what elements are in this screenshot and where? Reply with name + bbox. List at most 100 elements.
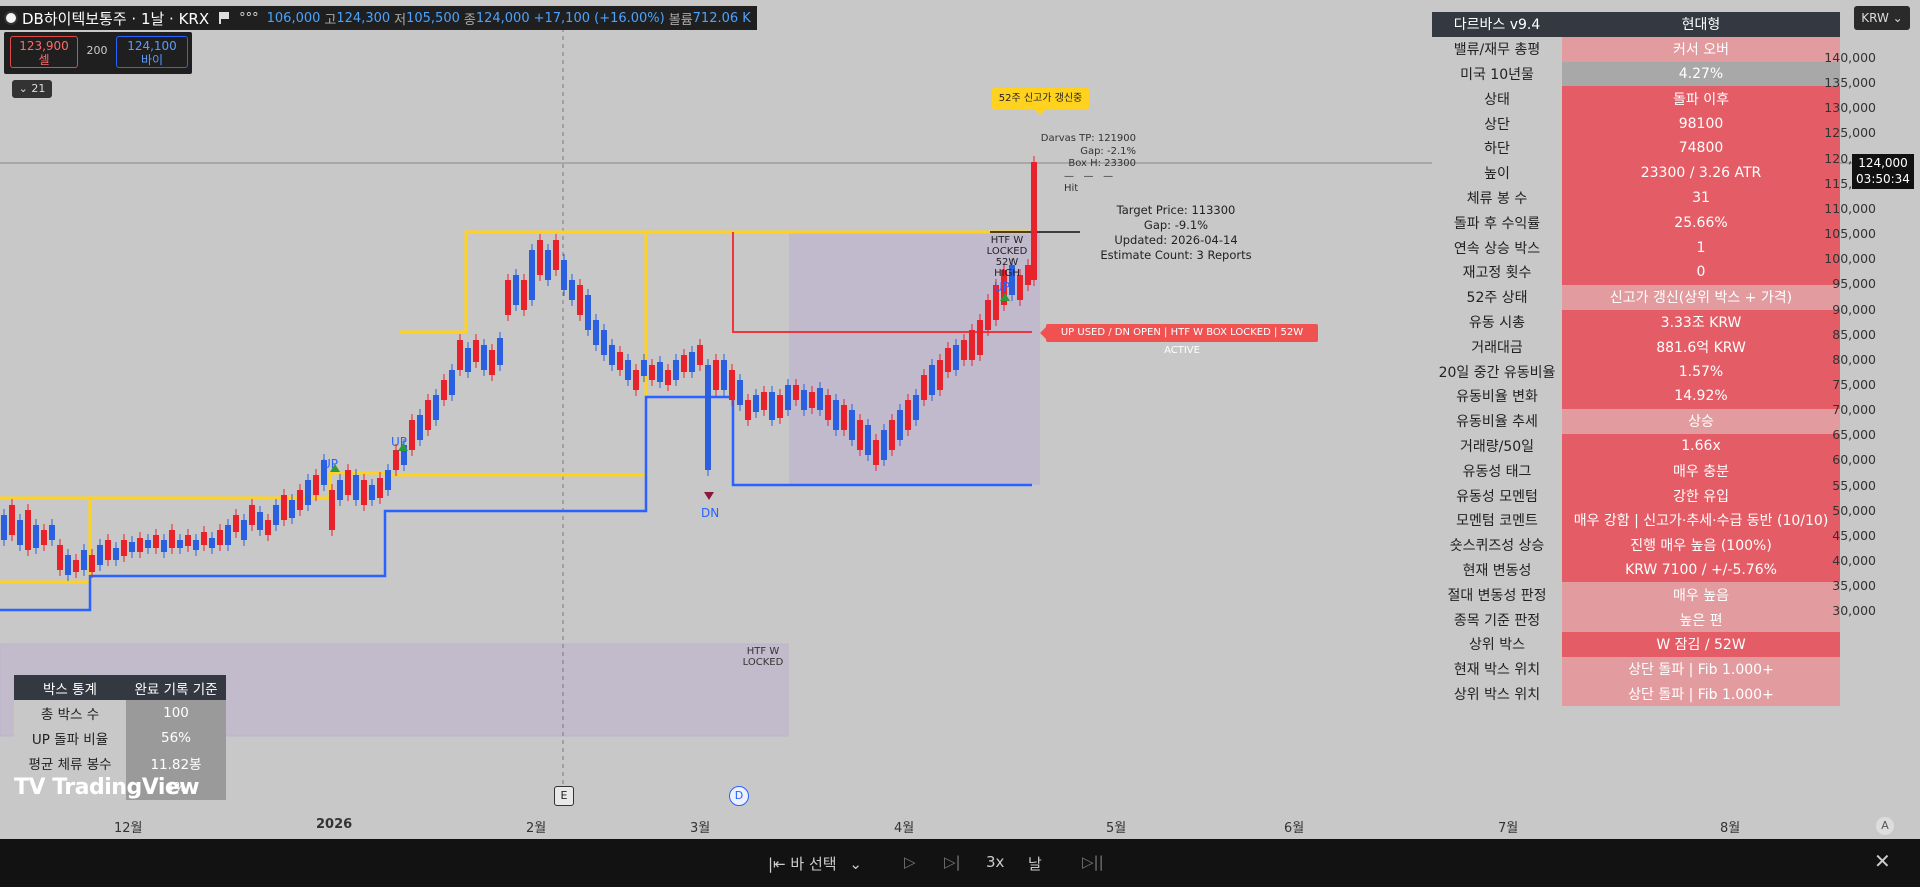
time-axis-tick: 8월: [1720, 821, 1741, 836]
box-top-line-lower: [0, 471, 645, 584]
box-stats-row: 총 박스 수 100: [14, 700, 226, 725]
candle-body: [129, 542, 135, 552]
candle-body: [305, 480, 311, 505]
panel-row-value: 상단 돌파 | Fib 1.000+: [1562, 681, 1840, 707]
price-axis-tick: 85,000: [1832, 326, 1876, 342]
panel-row: 유동비율 변화 14.92%: [1432, 383, 1840, 409]
candle-body: [409, 420, 415, 450]
candle-body: [169, 530, 175, 548]
symbol-title[interactable]: DB하이텍보통주 · 1날 · KRX: [22, 9, 210, 28]
tradingview-logo[interactable]: 𝗧𝗩 TradingView: [14, 775, 200, 800]
box-stats-row: 평균 체류 봉수 11.82봉: [14, 750, 226, 775]
panel-row-label: 유동성 태그: [1432, 458, 1562, 484]
close-icon[interactable]: ✕: [1874, 849, 1891, 873]
panel-row: 밸류/재무 총평 커서 오버: [1432, 36, 1840, 62]
panel-row: 미국 10년물 4.27%: [1432, 61, 1840, 87]
indicator-collapse-button[interactable]: ⌄ 21: [12, 80, 52, 98]
panel-row-label: 현재 박스 위치: [1432, 656, 1562, 682]
replay-toolbar: |⇤ 바 선택 ⌄ ▷ ▷| 3x 날 ▷|| ✕: [0, 839, 1920, 887]
candle-body: [1025, 265, 1031, 285]
candle-body: [497, 338, 503, 365]
bar-select-button[interactable]: |⇤ 바 선택 ⌄: [768, 853, 862, 874]
candle-body: [49, 525, 55, 540]
currency-selector[interactable]: KRW ⌄: [1854, 6, 1910, 30]
candle-body: [505, 280, 511, 315]
play-icon[interactable]: ▷: [904, 853, 916, 871]
candle-body: [745, 400, 751, 420]
panel-row-label: 숏스퀴즈성 상승: [1432, 532, 1562, 558]
dividend-event-icon[interactable]: D: [729, 786, 749, 806]
darvas-box-height: Box H: 23300: [1068, 158, 1136, 169]
low-value: 105,500: [406, 10, 460, 26]
candle-body: [289, 500, 295, 518]
panel-row: 거래대금 881.6억 KRW: [1432, 334, 1840, 360]
price-axis-tick: 140,000: [1824, 50, 1876, 65]
candle-body: [809, 392, 815, 408]
new-high-badge: 52주 신고가 갱신중: [992, 88, 1089, 115]
panel-row-label: 상태: [1432, 86, 1562, 112]
box-stats-value: 11.82봉: [126, 750, 226, 775]
interval-button[interactable]: 날: [1028, 855, 1042, 873]
buy-price: 124,100: [127, 39, 177, 53]
candle-body: [561, 260, 567, 290]
candle-body: [713, 360, 719, 390]
candle-body: [681, 355, 687, 372]
candle-body: [817, 388, 823, 410]
panel-row-value: 높은 편: [1562, 607, 1840, 632]
auto-scale-button[interactable]: A: [1876, 817, 1894, 835]
candle-body: [241, 520, 247, 540]
symbol-header[interactable]: DB하이텍보통주 · 1날 · KRX °°° 시 106,000 고 124,…: [0, 6, 757, 30]
candle-body: [761, 392, 767, 410]
panel-row-value: 1.66x: [1562, 433, 1840, 459]
candle-body: [633, 370, 639, 390]
candle-body: [585, 295, 591, 330]
candle-body: [849, 410, 855, 440]
buy-button[interactable]: 124,100 바이: [116, 36, 188, 68]
up-label-1: UP: [322, 457, 339, 471]
panel-row: 돌파 후 수익률 25.66%: [1432, 210, 1840, 236]
up-label-3: UP: [994, 280, 1011, 294]
candle-body: [929, 365, 935, 395]
htf-bottom-line-2: LOCKED: [742, 657, 784, 668]
panel-row: 절대 변동성 판정 매우 높음: [1432, 582, 1840, 608]
volume-value: 712.06 K: [692, 10, 751, 26]
price-chart[interactable]: [0, 0, 1920, 839]
candle-body: [857, 420, 863, 450]
time-axis-tick: 12월: [114, 821, 143, 836]
panel-row: 상위 박스 W 잠김 / 52W: [1432, 631, 1840, 657]
sell-button[interactable]: 123,900 셀: [10, 36, 78, 68]
panel-row-value: 매우 강함 | 신고가·추세·수급 동반 (10/10): [1562, 507, 1840, 533]
panel-row-label: 유동비율 변화: [1432, 383, 1562, 409]
candle-body: [737, 380, 743, 405]
panel-row-value: 4.27%: [1562, 61, 1840, 87]
candle-body: [137, 538, 143, 552]
candle-body: [73, 560, 79, 572]
box-stats-label: [14, 775, 126, 800]
step-forward-icon[interactable]: ▷|: [944, 853, 961, 871]
htf-locked-label-top: HTF W LOCKED 52W HIGH: [986, 235, 1028, 279]
darvas-label: Darvas TP: 121900 Gap: -2.1% Box H: 2330…: [1024, 133, 1136, 196]
candle-body: [1001, 270, 1007, 305]
panel-row-value: 진행 매우 높음 (100%): [1562, 532, 1840, 558]
more-dots-icon[interactable]: °°°: [239, 10, 259, 26]
htf-line-3: 52W HIGH: [994, 257, 1020, 279]
panel-row: 높이 23300 / 3.26 ATR: [1432, 160, 1840, 186]
price-axis-tick: 125,000: [1824, 125, 1876, 141]
candle-body: [545, 250, 551, 280]
flag-icon[interactable]: [219, 12, 230, 24]
candle-body: [937, 360, 943, 390]
candle-body: [489, 350, 495, 375]
candle-body: [337, 480, 343, 500]
jump-to-realtime-icon[interactable]: ▷||: [1082, 853, 1104, 871]
speed-button[interactable]: 3x: [986, 853, 1005, 871]
change-value: +17,100 (+16.00%): [533, 10, 665, 26]
last-price-box: 124,000 03:50:34: [1852, 154, 1914, 189]
candle-body: [521, 280, 527, 310]
high-value: 124,300: [336, 10, 391, 26]
candle-body: [209, 538, 215, 548]
candle-body: [105, 540, 111, 560]
candle-body: [897, 410, 903, 440]
candle-body: [689, 352, 695, 372]
earnings-event-icon[interactable]: E: [554, 786, 574, 806]
candle-body: [977, 320, 983, 355]
